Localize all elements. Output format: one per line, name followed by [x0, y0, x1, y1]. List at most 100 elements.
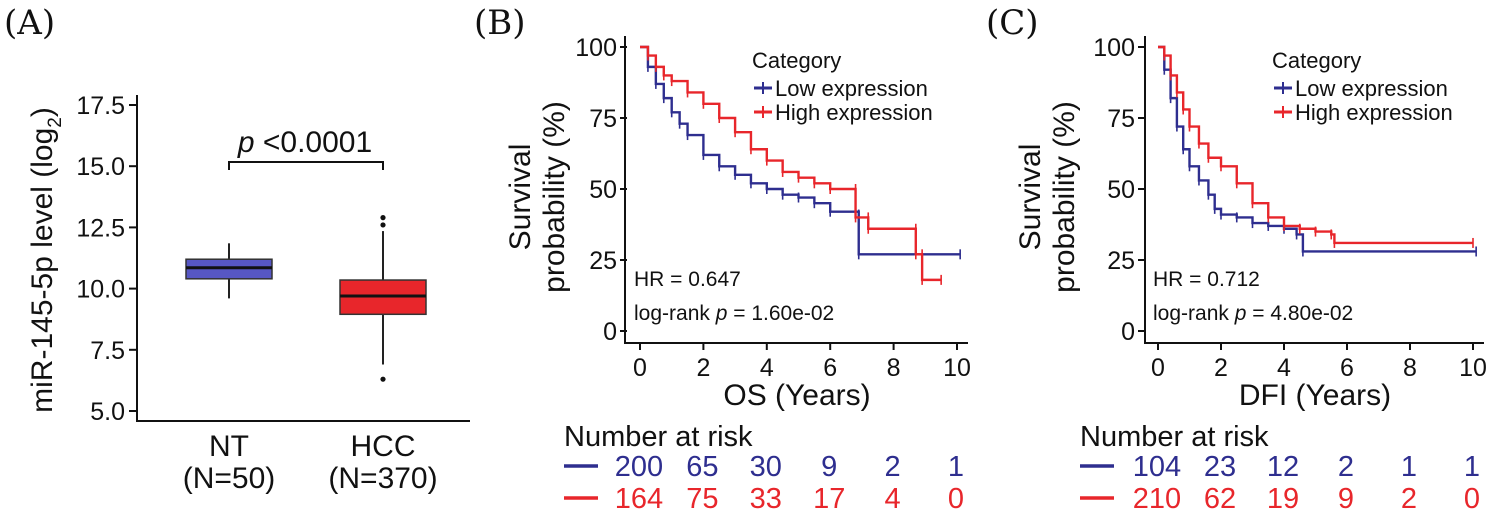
panel-c-curves — [1158, 45, 1477, 257]
panel-b-risk-low-value: 200 — [615, 451, 663, 483]
panel-b-logrank: log-rank p = 1.60e-02 — [634, 302, 834, 325]
panel-c-risk-low-value: 1 — [1401, 451, 1417, 483]
panel-c-legend-high: High expression — [1295, 100, 1453, 125]
panel-a-ylabel: miR-145-5p level (log2) — [26, 107, 66, 413]
panel-a-label: (A) — [4, 3, 55, 43]
panel-c-risk-low-value: 1 — [1464, 451, 1480, 483]
panel-c-risk-high-value: 9 — [1338, 483, 1354, 514]
panel-c-ytick-label: 75 — [1107, 105, 1135, 133]
p-value-text: <0.0001 — [255, 126, 373, 159]
panel-b-xtick-label: 6 — [823, 354, 837, 382]
panel-b-ylabel-line2: probability (%) — [538, 101, 571, 293]
panel-b-ytick-label: 25 — [589, 247, 617, 275]
panel-c-risk-low-value: 104 — [1133, 451, 1181, 483]
panel-c-label: (C) — [986, 3, 1039, 43]
panel-b-xtick-label: 8 — [887, 354, 901, 382]
panel-b-risk-title: Number at risk — [564, 421, 753, 453]
panel-b-ytick-label: 0 — [603, 318, 617, 346]
panel-a-ylabel-main: miR-145-5p level (log — [26, 128, 59, 413]
panel-c-xlabel: DFI (Years) — [1239, 379, 1391, 412]
panel-c-logrank: log-rank p = 4.80e-02 — [1153, 302, 1353, 325]
group-hcc-n: (N=370) — [328, 462, 437, 495]
panel-b-x-ticks: 0 2 4 6 8 10 — [633, 343, 971, 382]
panel-b-xtick-label: 0 — [633, 354, 647, 382]
panel-c-legend-title: Category — [1272, 48, 1361, 73]
panel-c-xtick-label: 0 — [1151, 354, 1165, 382]
panel-c-risk-high-value: 210 — [1133, 483, 1181, 514]
panel-b-xtick-label: 4 — [760, 354, 774, 382]
group-nt-name: NT — [209, 430, 249, 463]
p-value-bracket — [228, 161, 384, 170]
panel-b: (B) Survival probability (%) 0255075100 … — [474, 3, 971, 514]
panel-b-risk-low-value: 2 — [885, 451, 901, 483]
panel-b-logrank-p: p — [715, 302, 728, 325]
panel-c-logrank-p: p — [1234, 302, 1247, 325]
panel-c-y-ticks: 0 25 50 75 100 — [1093, 34, 1145, 346]
panel-c-risk-high-value: 19 — [1267, 483, 1299, 514]
panel-c-ytick-label: 0 — [1121, 318, 1135, 346]
panel-b-risk-low-value: 1 — [948, 451, 964, 483]
panel-b-ytick-label: 75 — [589, 105, 617, 133]
panel-c-ytick-label: 25 — [1107, 247, 1135, 275]
p-value-p: p — [237, 126, 255, 159]
panel-b-curves — [640, 45, 961, 285]
panel-a-ytick-label: 5.0 — [90, 398, 125, 426]
panel-b-risk-low-value: 9 — [821, 451, 837, 483]
panel-b-risk-high-value: 4 — [885, 483, 901, 514]
panel-b-risk-low-value: 30 — [750, 451, 782, 483]
panel-b-legend-title: Category — [752, 48, 841, 73]
panel-b-curve-high — [640, 45, 942, 282]
panel-c-xtick-label: 6 — [1340, 354, 1354, 382]
panel-c: (C) Survival probability (%) 0255075100 … — [986, 3, 1487, 514]
panel-c-logrank-prefix: log-rank — [1153, 302, 1235, 325]
panel-b-risk-high-value: 164 — [615, 483, 663, 514]
panel-a-ytick-label: 7.5 — [90, 337, 125, 365]
panel-c-risk-low-value: 12 — [1267, 451, 1299, 483]
panel-b-xtick-label: 2 — [696, 354, 710, 382]
panel-c-xtick-label: 10 — [1459, 354, 1487, 382]
group-hcc-name: HCC — [351, 430, 416, 463]
panel-c-x-ticks: 0 2 4 6 8 10 — [1151, 343, 1487, 382]
panel-b-legend-high: High expression — [775, 100, 933, 125]
panel-c-risk-high-value: 2 — [1401, 483, 1417, 514]
box-hcc-outlier — [380, 222, 386, 228]
panel-c-risk-low-value: 2 — [1338, 451, 1354, 483]
panel-b-y-ticks: 0 25 50 75 100 — [575, 34, 627, 346]
panel-b-legend-low: Low expression — [775, 76, 928, 101]
panel-c-legend-low: Low expression — [1295, 76, 1448, 101]
panel-c-ytick-label: 50 — [1107, 176, 1135, 204]
panel-b-risk-table: 200 65 30 9 2 1 164 75 33 17 4 0 — [615, 451, 964, 514]
panel-b-risk-high-value: 17 — [813, 483, 845, 514]
panel-b-risk-high-value: 33 — [750, 483, 782, 514]
panel-c-risk-high-value: 62 — [1204, 483, 1236, 514]
panel-b-xlabel: OS (Years) — [723, 379, 870, 412]
panel-c-xtick-label: 2 — [1214, 354, 1228, 382]
panel-c-risk-title: Number at risk — [1080, 421, 1269, 453]
panel-c-hr: HR = 0.712 — [1153, 268, 1260, 291]
panel-c-risk-high-value: 0 — [1464, 483, 1480, 514]
panel-a-ylabel-sub: 2 — [45, 117, 66, 128]
p-value-label: p <0.0001 — [237, 126, 372, 159]
panel-b-label: (B) — [474, 3, 526, 43]
panel-a-boxes — [185, 215, 427, 382]
panel-b-ytick-label: 100 — [575, 34, 617, 62]
panel-c-xtick-label: 4 — [1277, 354, 1291, 382]
panel-a-ytick-label: 12.5 — [76, 214, 125, 242]
panel-c-logrank-value: = 4.80e-02 — [1246, 302, 1353, 325]
panel-a: (A) miR-145-5p level (log2) 5.0 7.5 10.0 12… — [4, 3, 470, 495]
panel-b-xtick-label: 10 — [943, 354, 971, 382]
panel-c-ytick-label: 100 — [1093, 34, 1135, 62]
box-hcc-outlier — [380, 215, 386, 221]
panel-b-risk-low-value: 65 — [686, 451, 718, 483]
panel-a-ylabel-close: ) — [26, 107, 59, 117]
panel-c-ylabel-line1: Survival — [1014, 144, 1047, 251]
panel-b-logrank-prefix: log-rank — [634, 302, 716, 325]
panel-b-risk-high-value: 0 — [948, 483, 964, 514]
group-nt-n: (N=50) — [183, 462, 276, 495]
panel-c-risk-low-value: 23 — [1204, 451, 1236, 483]
panel-b-logrank-value: = 1.60e-02 — [727, 302, 834, 325]
box-hcc-outlier — [380, 376, 386, 382]
panel-b-ylabel-line1: Survival — [504, 144, 537, 251]
